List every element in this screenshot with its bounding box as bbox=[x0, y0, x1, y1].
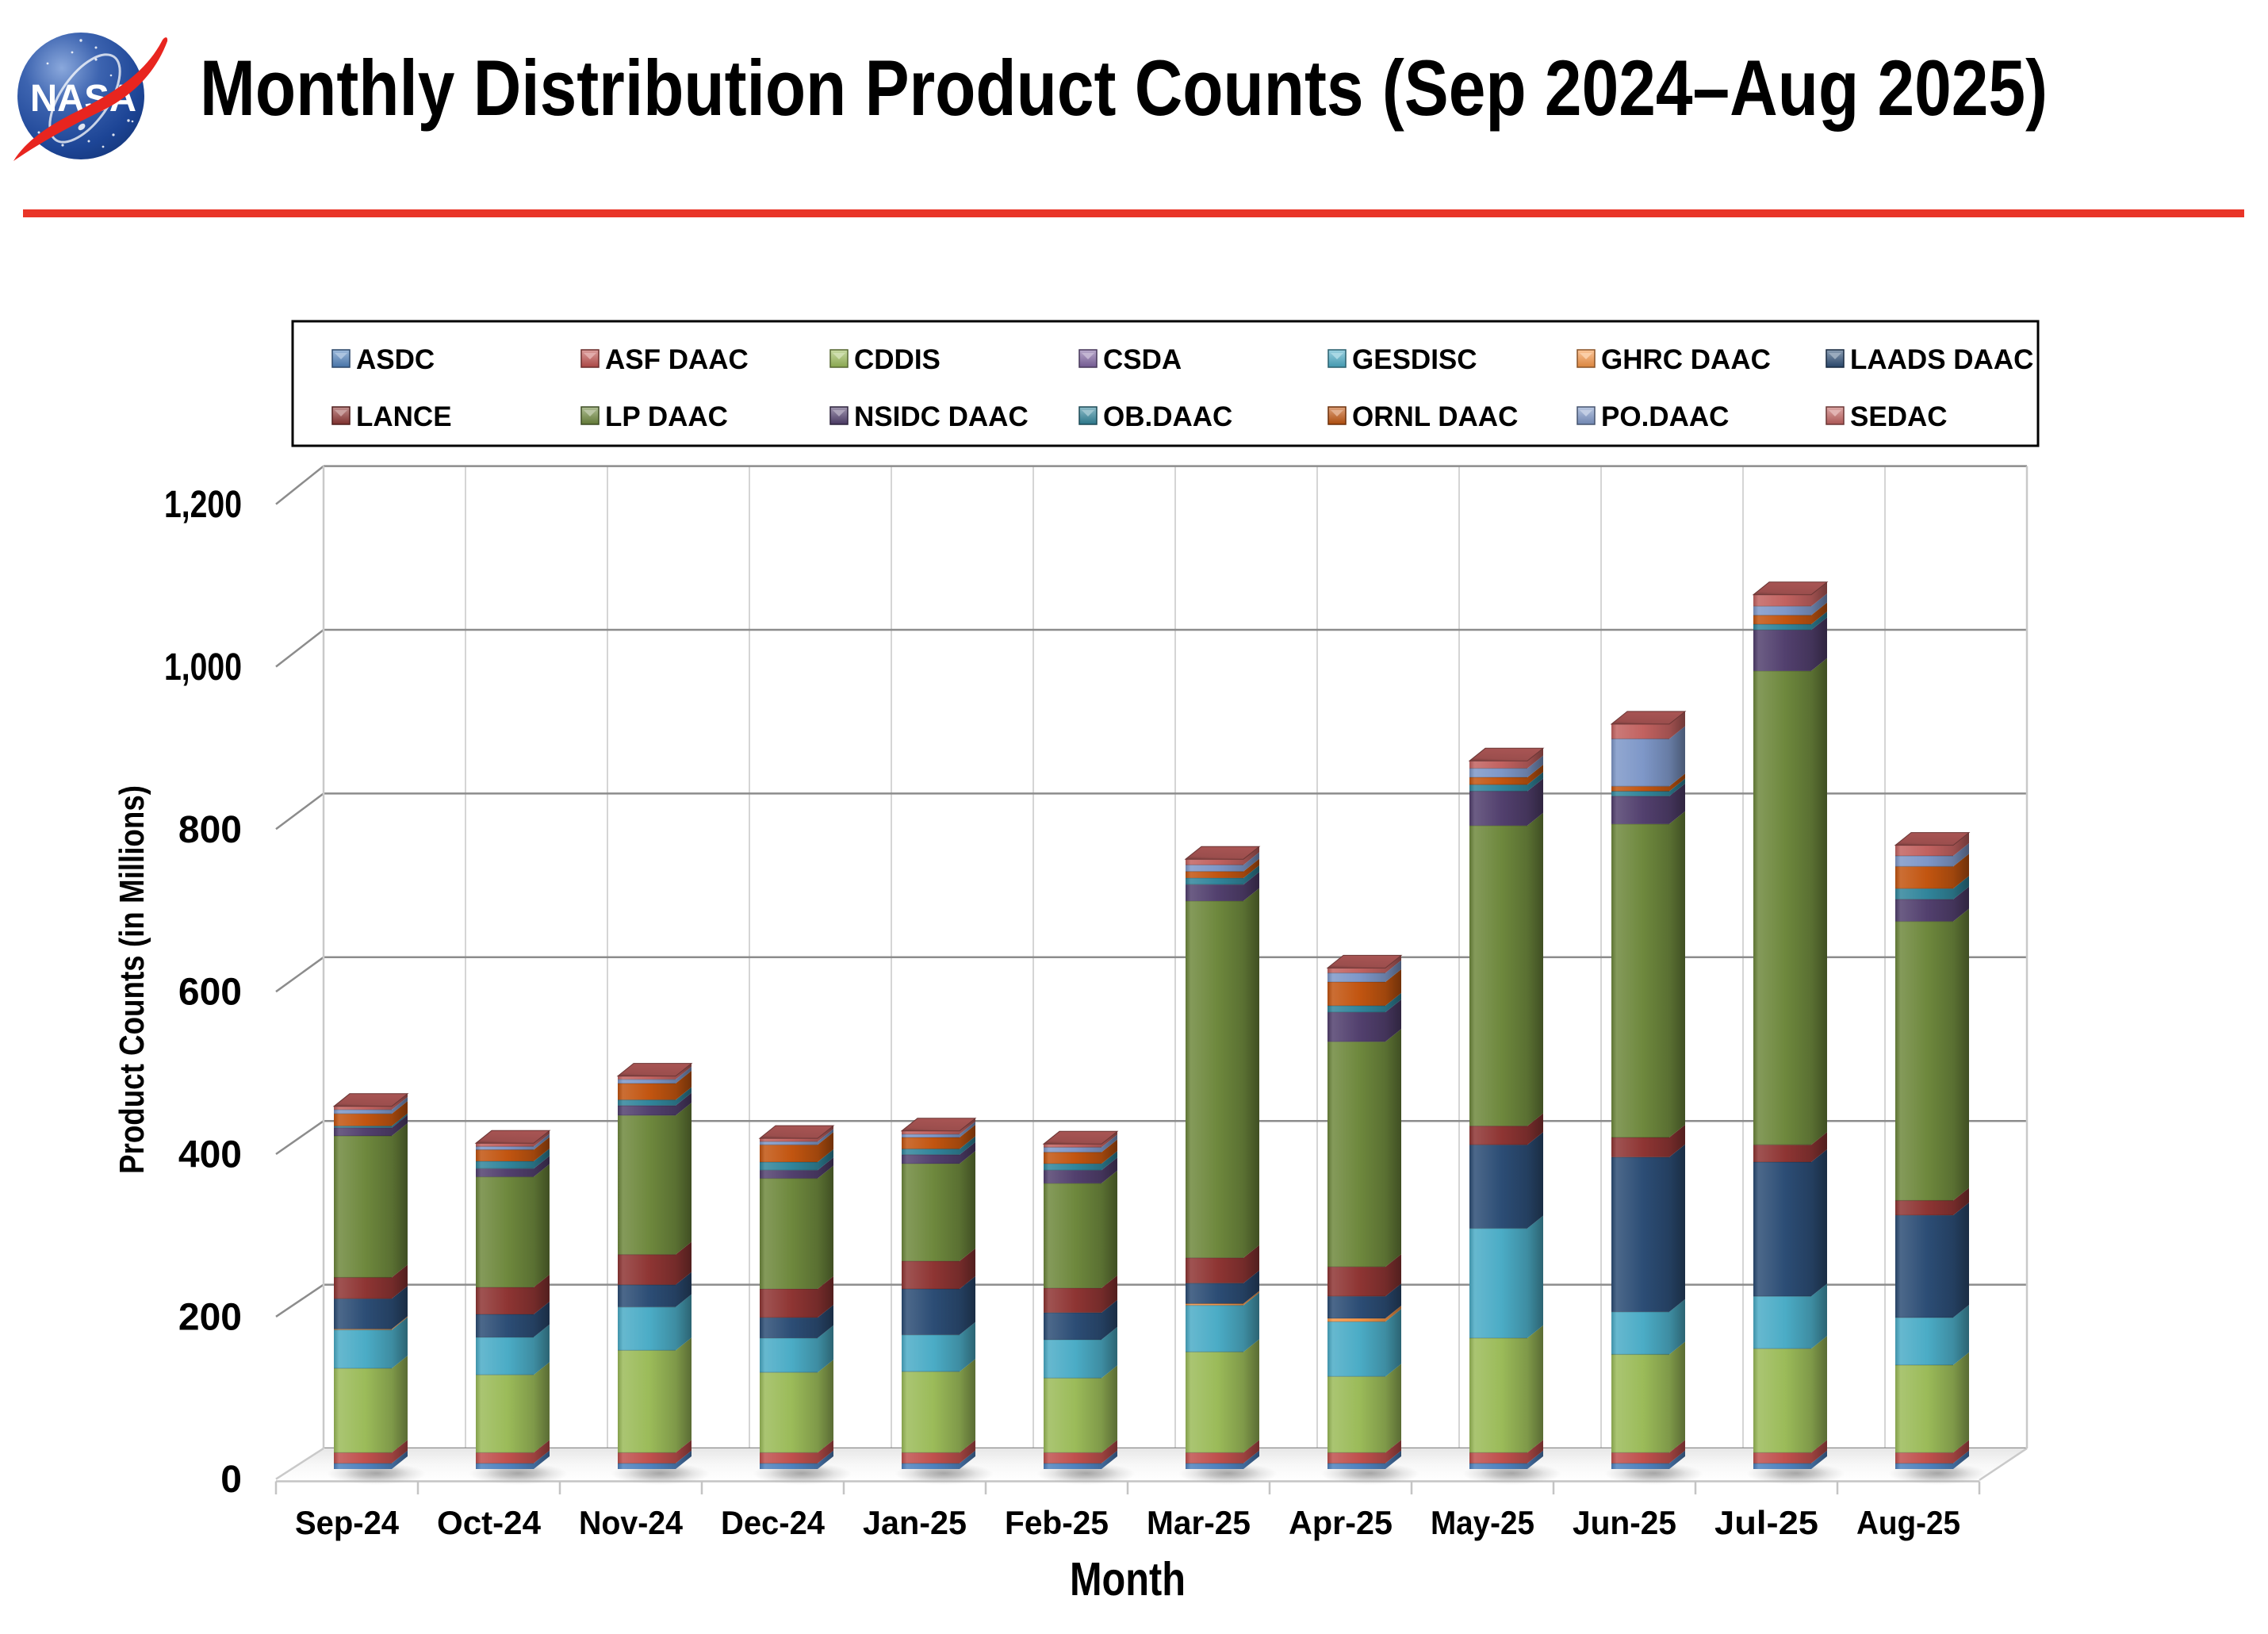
svg-text:1,200: 1,200 bbox=[164, 484, 242, 526]
svg-text:600: 600 bbox=[178, 972, 242, 1014]
svg-text:1,000: 1,000 bbox=[164, 646, 242, 689]
svg-text:Apr-25: Apr-25 bbox=[1289, 1504, 1393, 1541]
svg-text:OB.DAAC: OB.DAAC bbox=[1103, 401, 1232, 432]
svg-text:GESDISC: GESDISC bbox=[1352, 344, 1477, 375]
svg-text:ASDC: ASDC bbox=[356, 344, 435, 375]
svg-text:Aug-25: Aug-25 bbox=[1856, 1504, 1960, 1541]
svg-text:Product Counts (in Millions): Product Counts (in Millions) bbox=[113, 785, 151, 1174]
svg-text:Sep-24: Sep-24 bbox=[295, 1504, 400, 1541]
svg-text:Jul-25: Jul-25 bbox=[1714, 1504, 1818, 1541]
svg-text:ASF DAAC: ASF DAAC bbox=[605, 344, 749, 375]
svg-text:200: 200 bbox=[178, 1296, 242, 1338]
svg-text:NSIDC DAAC: NSIDC DAAC bbox=[854, 401, 1029, 432]
svg-text:Monthly Distribution Product C: Monthly Distribution Product Counts (Sep… bbox=[200, 44, 2048, 132]
svg-text:SEDAC: SEDAC bbox=[1850, 401, 1948, 432]
svg-text:0: 0 bbox=[220, 1459, 242, 1501]
svg-text:LAADS DAAC: LAADS DAAC bbox=[1850, 344, 2033, 375]
svg-text:Mar-25: Mar-25 bbox=[1147, 1504, 1251, 1541]
svg-text:Feb-25: Feb-25 bbox=[1005, 1504, 1109, 1541]
svg-text:Dec-24: Dec-24 bbox=[721, 1504, 826, 1541]
svg-text:May-25: May-25 bbox=[1431, 1504, 1534, 1541]
svg-text:Nov-24: Nov-24 bbox=[579, 1504, 684, 1541]
svg-text:Oct-24: Oct-24 bbox=[437, 1504, 542, 1541]
svg-text:GHRC DAAC: GHRC DAAC bbox=[1601, 344, 1771, 375]
svg-text:LP DAAC: LP DAAC bbox=[605, 401, 728, 432]
svg-text:ORNL DAAC: ORNL DAAC bbox=[1352, 401, 1518, 432]
svg-text:Month: Month bbox=[1070, 1553, 1186, 1605]
svg-text:Jan-25: Jan-25 bbox=[863, 1504, 967, 1541]
svg-text:Jun-25: Jun-25 bbox=[1573, 1504, 1676, 1541]
svg-text:400: 400 bbox=[178, 1134, 242, 1176]
svg-text:PO.DAAC: PO.DAAC bbox=[1601, 401, 1729, 432]
svg-text:LANCE: LANCE bbox=[356, 401, 452, 432]
svg-text:CSDA: CSDA bbox=[1103, 344, 1182, 375]
svg-text:800: 800 bbox=[178, 809, 242, 851]
svg-text:CDDIS: CDDIS bbox=[854, 344, 941, 375]
